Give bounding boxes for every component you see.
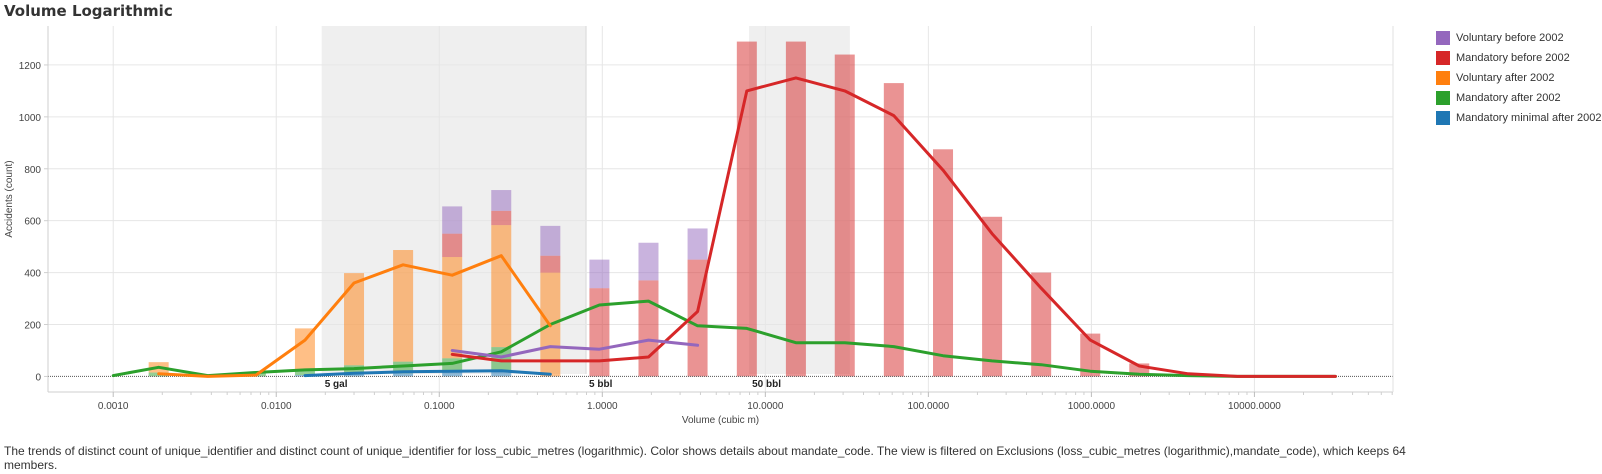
y-tick-label: 200 (24, 321, 41, 332)
y-tick-label: 800 (24, 165, 41, 176)
y-tick-label: 600 (24, 217, 41, 228)
reference-line-label: 5 bbl (589, 379, 613, 390)
bar-segment (638, 242, 659, 281)
chart-caption: The trends of distinct count of unique_i… (4, 444, 1406, 472)
y-tick-label: 1200 (19, 61, 42, 72)
legend-swatch (1436, 91, 1450, 105)
legend-swatch (1436, 71, 1450, 85)
legend-item[interactable]: Mandatory after 2002 (1436, 88, 1602, 108)
x-tick-label: 10.0000 (747, 401, 784, 412)
legend-label: Mandatory before 2002 (1456, 52, 1570, 64)
bar-segment (982, 216, 1003, 377)
bar-segment (442, 257, 463, 359)
axis-labels: 5 gal 50 bbl 5 bbl 0 200 400 600 800 1000 1200 0.0… (4, 61, 1281, 426)
bar-segment (589, 259, 610, 289)
x-axis-title: Volume (cubic m) (682, 415, 759, 426)
legend-label: Voluntary after 2002 (1456, 72, 1555, 84)
legend-item[interactable]: Mandatory minimal after 2002 (1436, 108, 1602, 128)
trend-lines (111, 76, 1337, 378)
bar-segment (589, 288, 610, 377)
legend-label: Voluntary before 2002 (1456, 32, 1564, 44)
gridlines (48, 26, 1393, 392)
bar-segment (344, 374, 365, 377)
y-tick-label: 400 (24, 269, 41, 280)
legend-label: Mandatory after 2002 (1456, 92, 1561, 104)
legend-item[interactable]: Mandatory before 2002 (1436, 48, 1602, 68)
x-tick-label: 1000.0000 (1068, 401, 1116, 412)
legend-swatch (1436, 31, 1450, 45)
y-axis-title: Accidents (count) (4, 160, 15, 237)
bar-segment (1031, 272, 1052, 377)
legend-swatch (1436, 111, 1450, 125)
bar-segment (687, 228, 708, 260)
bar-segment (393, 373, 414, 377)
x-tick-label: 0.1000 (424, 401, 455, 412)
y-tick-label: 1000 (19, 113, 42, 124)
x-tick-label: 1.0000 (587, 401, 618, 412)
bar-segment (294, 328, 315, 370)
bar-segment (834, 54, 855, 377)
bar-segment (736, 41, 757, 377)
chart-title: Volume Logarithmic (4, 2, 173, 20)
trend-line (450, 338, 700, 359)
legend-item[interactable]: Voluntary after 2002 (1436, 68, 1602, 88)
bar-segment (442, 233, 463, 258)
x-tick-label: 0.0010 (98, 401, 129, 412)
bar-segment (540, 225, 561, 256)
reference-band-label: 50 bbl (752, 379, 781, 390)
axes (44, 26, 1394, 397)
trend-line (450, 76, 1337, 378)
bar-segment (638, 280, 659, 377)
x-tick-label: 100.0000 (908, 401, 950, 412)
bar-segment (442, 206, 463, 234)
bar-segment (491, 190, 512, 211)
bar-segment (785, 41, 806, 377)
x-tick-label: 0.0100 (261, 401, 292, 412)
y-tick-label: 0 (35, 372, 41, 383)
trend-line (157, 254, 552, 378)
legend-label: Mandatory minimal after 2002 (1456, 112, 1602, 124)
bar-segment (491, 371, 512, 377)
reference-band-label: 5 gal (325, 379, 348, 390)
bar-segment (442, 371, 463, 377)
bar-segment (393, 250, 414, 362)
trend-line (303, 369, 552, 378)
bar-segment (883, 83, 904, 377)
bar-segment (491, 210, 512, 226)
bar-segment (491, 225, 512, 348)
trend-line (111, 299, 1337, 378)
bar-segment (933, 149, 954, 377)
bar-segment (344, 273, 365, 366)
bars (148, 41, 1150, 377)
legend-item[interactable]: Voluntary before 2002 (1436, 28, 1602, 48)
legend: Voluntary before 2002 Mandatory before 2… (1436, 28, 1602, 128)
legend-swatch (1436, 51, 1450, 65)
bar-segment (294, 369, 315, 376)
x-tick-label: 10000.0000 (1228, 401, 1281, 412)
bar-segment (540, 255, 561, 273)
